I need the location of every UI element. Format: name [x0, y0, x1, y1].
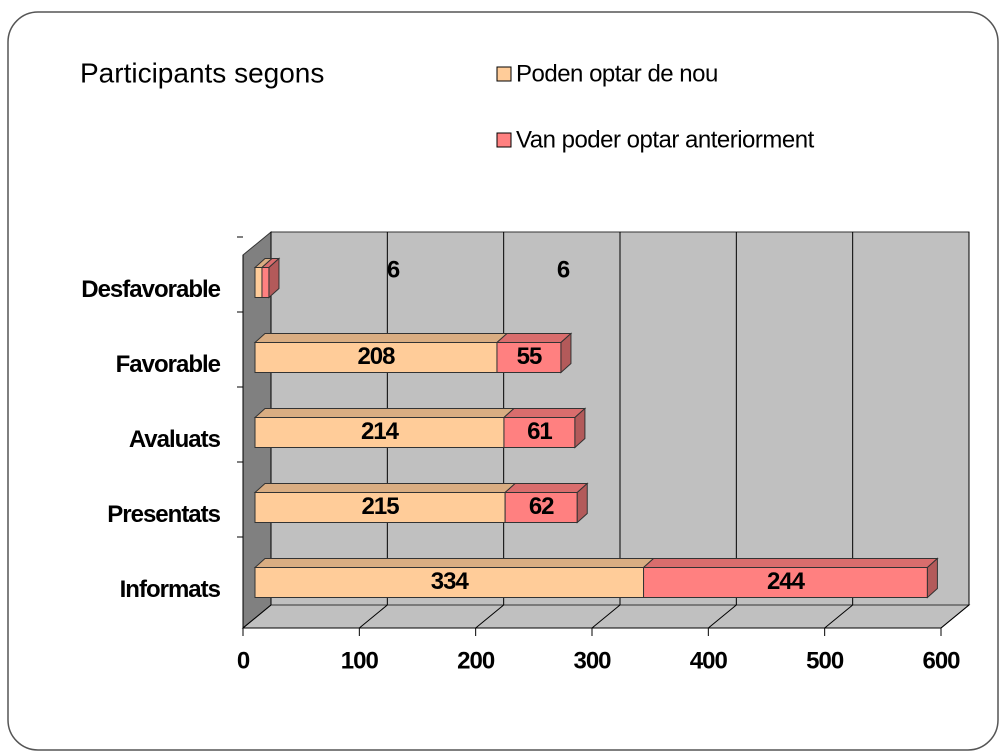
x-tick-label: 500 — [806, 647, 844, 674]
bar — [261, 267, 270, 298]
bar-top — [253, 558, 655, 568]
bar — [254, 417, 505, 448]
legend-label: Van poder optar anteriorment — [516, 126, 815, 153]
data-label: 334 — [431, 568, 470, 595]
data-label: 6 — [387, 256, 400, 283]
data-label: 6 — [557, 256, 570, 283]
x-tick-label: 600 — [922, 647, 960, 674]
bar — [254, 567, 645, 598]
bar-top — [503, 483, 589, 493]
floor-grid-line — [475, 604, 504, 629]
data-label: 214 — [361, 418, 400, 445]
data-label: 215 — [362, 493, 400, 520]
floor-grid-line — [708, 604, 737, 629]
legend-swatch — [496, 66, 512, 82]
chart-title: Participants segons — [80, 57, 324, 88]
bar-side — [574, 407, 586, 449]
y-tick-label: Informats — [120, 576, 221, 603]
bar-side — [268, 257, 280, 299]
bar — [503, 417, 576, 448]
bar-side — [926, 557, 938, 599]
data-label: 208 — [357, 343, 395, 370]
floor-grid-line — [591, 604, 621, 629]
floor-grid-line — [824, 604, 853, 629]
legend-swatch — [496, 132, 512, 148]
x-tick-label: 300 — [573, 647, 611, 674]
bar-top — [253, 408, 516, 418]
x-tick-label: 400 — [690, 647, 728, 674]
bar-top — [502, 408, 587, 418]
floor-grid-line — [242, 604, 272, 629]
x-tick-label: 200 — [457, 647, 495, 674]
bar-top — [642, 558, 939, 568]
x-tick-label: 0 — [237, 647, 250, 674]
y-tick-label: Presentats — [107, 501, 220, 528]
bar-side — [576, 482, 588, 524]
bar — [254, 342, 498, 373]
floor-grid-line — [359, 604, 388, 629]
bar — [254, 492, 506, 523]
y-tick-label: Favorable — [116, 351, 221, 378]
bar — [504, 492, 578, 523]
y-tick-label: Avaluats — [129, 426, 221, 453]
data-label: 62 — [529, 493, 554, 520]
bar-side — [560, 332, 572, 374]
bar-top — [253, 483, 517, 493]
bar — [254, 267, 263, 298]
y-tick-label: Desfavorable — [81, 276, 220, 303]
bar-top — [253, 333, 509, 343]
data-label: 55 — [517, 343, 542, 370]
data-label: 61 — [527, 418, 552, 445]
floor-grid-line — [940, 604, 970, 629]
data-label: 244 — [767, 568, 806, 595]
legend-label: Poden optar de nou — [516, 60, 718, 87]
x-tick-label: 100 — [341, 647, 379, 674]
bar-top — [495, 333, 573, 343]
